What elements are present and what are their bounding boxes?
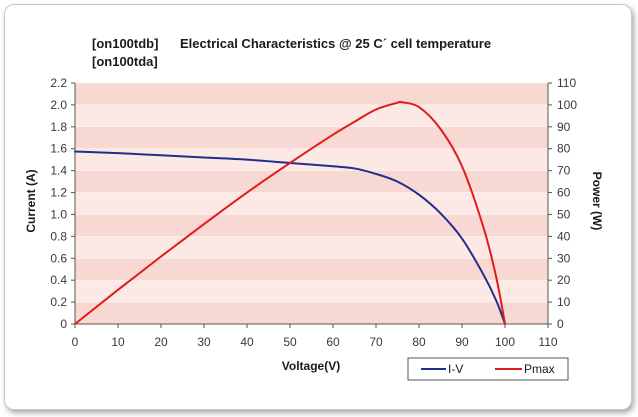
y2-tick-label: 100 (557, 98, 577, 112)
plot-band (75, 236, 548, 259)
x-tick-label: 50 (283, 335, 297, 349)
y2-tick-label: 10 (557, 295, 571, 309)
y2-tick-label: 60 (557, 186, 571, 200)
y2-tick-label: 40 (557, 229, 571, 243)
y-tick-label: 1.4 (50, 164, 67, 178)
series-line-pmax (74, 100, 506, 325)
y2-tick-label: 90 (557, 120, 571, 134)
y-tick-label: 1.8 (50, 120, 67, 134)
plot-band (75, 258, 548, 281)
x-tick-label: 60 (326, 335, 340, 349)
y-tick-label: 0.8 (50, 229, 67, 243)
y-tick-label: 0.4 (50, 273, 67, 287)
legend-pmax-label: Pmax (524, 362, 555, 376)
legend-iv-label: I-V (448, 362, 463, 376)
y-tick-label: 1.2 (50, 186, 67, 200)
plot-background-bands (75, 83, 548, 324)
plot-band (75, 83, 548, 105)
x-tick-label: 40 (240, 335, 254, 349)
x-tick-label: 110 (538, 335, 557, 349)
y-tick-label: 0 (60, 317, 67, 331)
plot-band (75, 148, 548, 171)
y-tick-label: 1.0 (50, 207, 67, 221)
plot-band (75, 214, 548, 237)
y2-tick-label: 0 (557, 317, 564, 331)
legend: I-V Pmax (407, 357, 569, 381)
tick-labels: 0 10 20 30 40 50 60 70 80 90 100 11000.20.40.60.81.… (50, 76, 577, 349)
x-tick-label: 0 (72, 335, 79, 349)
x-tick-label: 70 (369, 335, 383, 349)
y2-tick-label: 30 (557, 251, 571, 265)
axes (71, 82, 552, 328)
x-tick-label: 10 (111, 335, 125, 349)
y-axis-label: Current (A) (24, 169, 38, 232)
x-tick-label: 30 (197, 335, 211, 349)
series-lines (74, 100, 506, 325)
chart-title: Electrical Characteristics @ 25 C´ cell … (180, 36, 491, 51)
x-tick-label: 90 (455, 335, 469, 349)
plot-band (75, 280, 548, 303)
series-line-iv (74, 150, 506, 325)
y2-tick-label: 70 (557, 164, 571, 178)
y-tick-label: 1.6 (50, 142, 67, 156)
y-tick-label: 2.0 (50, 98, 67, 112)
plot-band (75, 192, 548, 215)
y2-tick-label: 50 (557, 207, 571, 221)
y2-axis-label: Power (W) (590, 172, 604, 231)
plot-band (75, 126, 548, 149)
x-tick-label: 20 (154, 335, 168, 349)
y-tick-label: 0.6 (50, 251, 67, 265)
plot-band (75, 104, 548, 127)
y2-tick-label: 110 (557, 76, 576, 90)
model-code-2: [on100tda] (92, 54, 158, 69)
legend-box (407, 357, 569, 381)
plot-band (75, 170, 548, 193)
x-tick-label: 80 (412, 335, 426, 349)
plot-band (75, 302, 548, 324)
model-code-1: [on100tdb] (92, 36, 158, 51)
x-axis-label: Voltage(V) (282, 359, 340, 373)
x-tick-label: 100 (495, 335, 515, 349)
y-tick-label: 0.2 (50, 295, 67, 309)
y-tick-label: 2.2 (50, 76, 67, 90)
y2-tick-label: 80 (557, 142, 571, 156)
y2-tick-label: 20 (557, 273, 571, 287)
